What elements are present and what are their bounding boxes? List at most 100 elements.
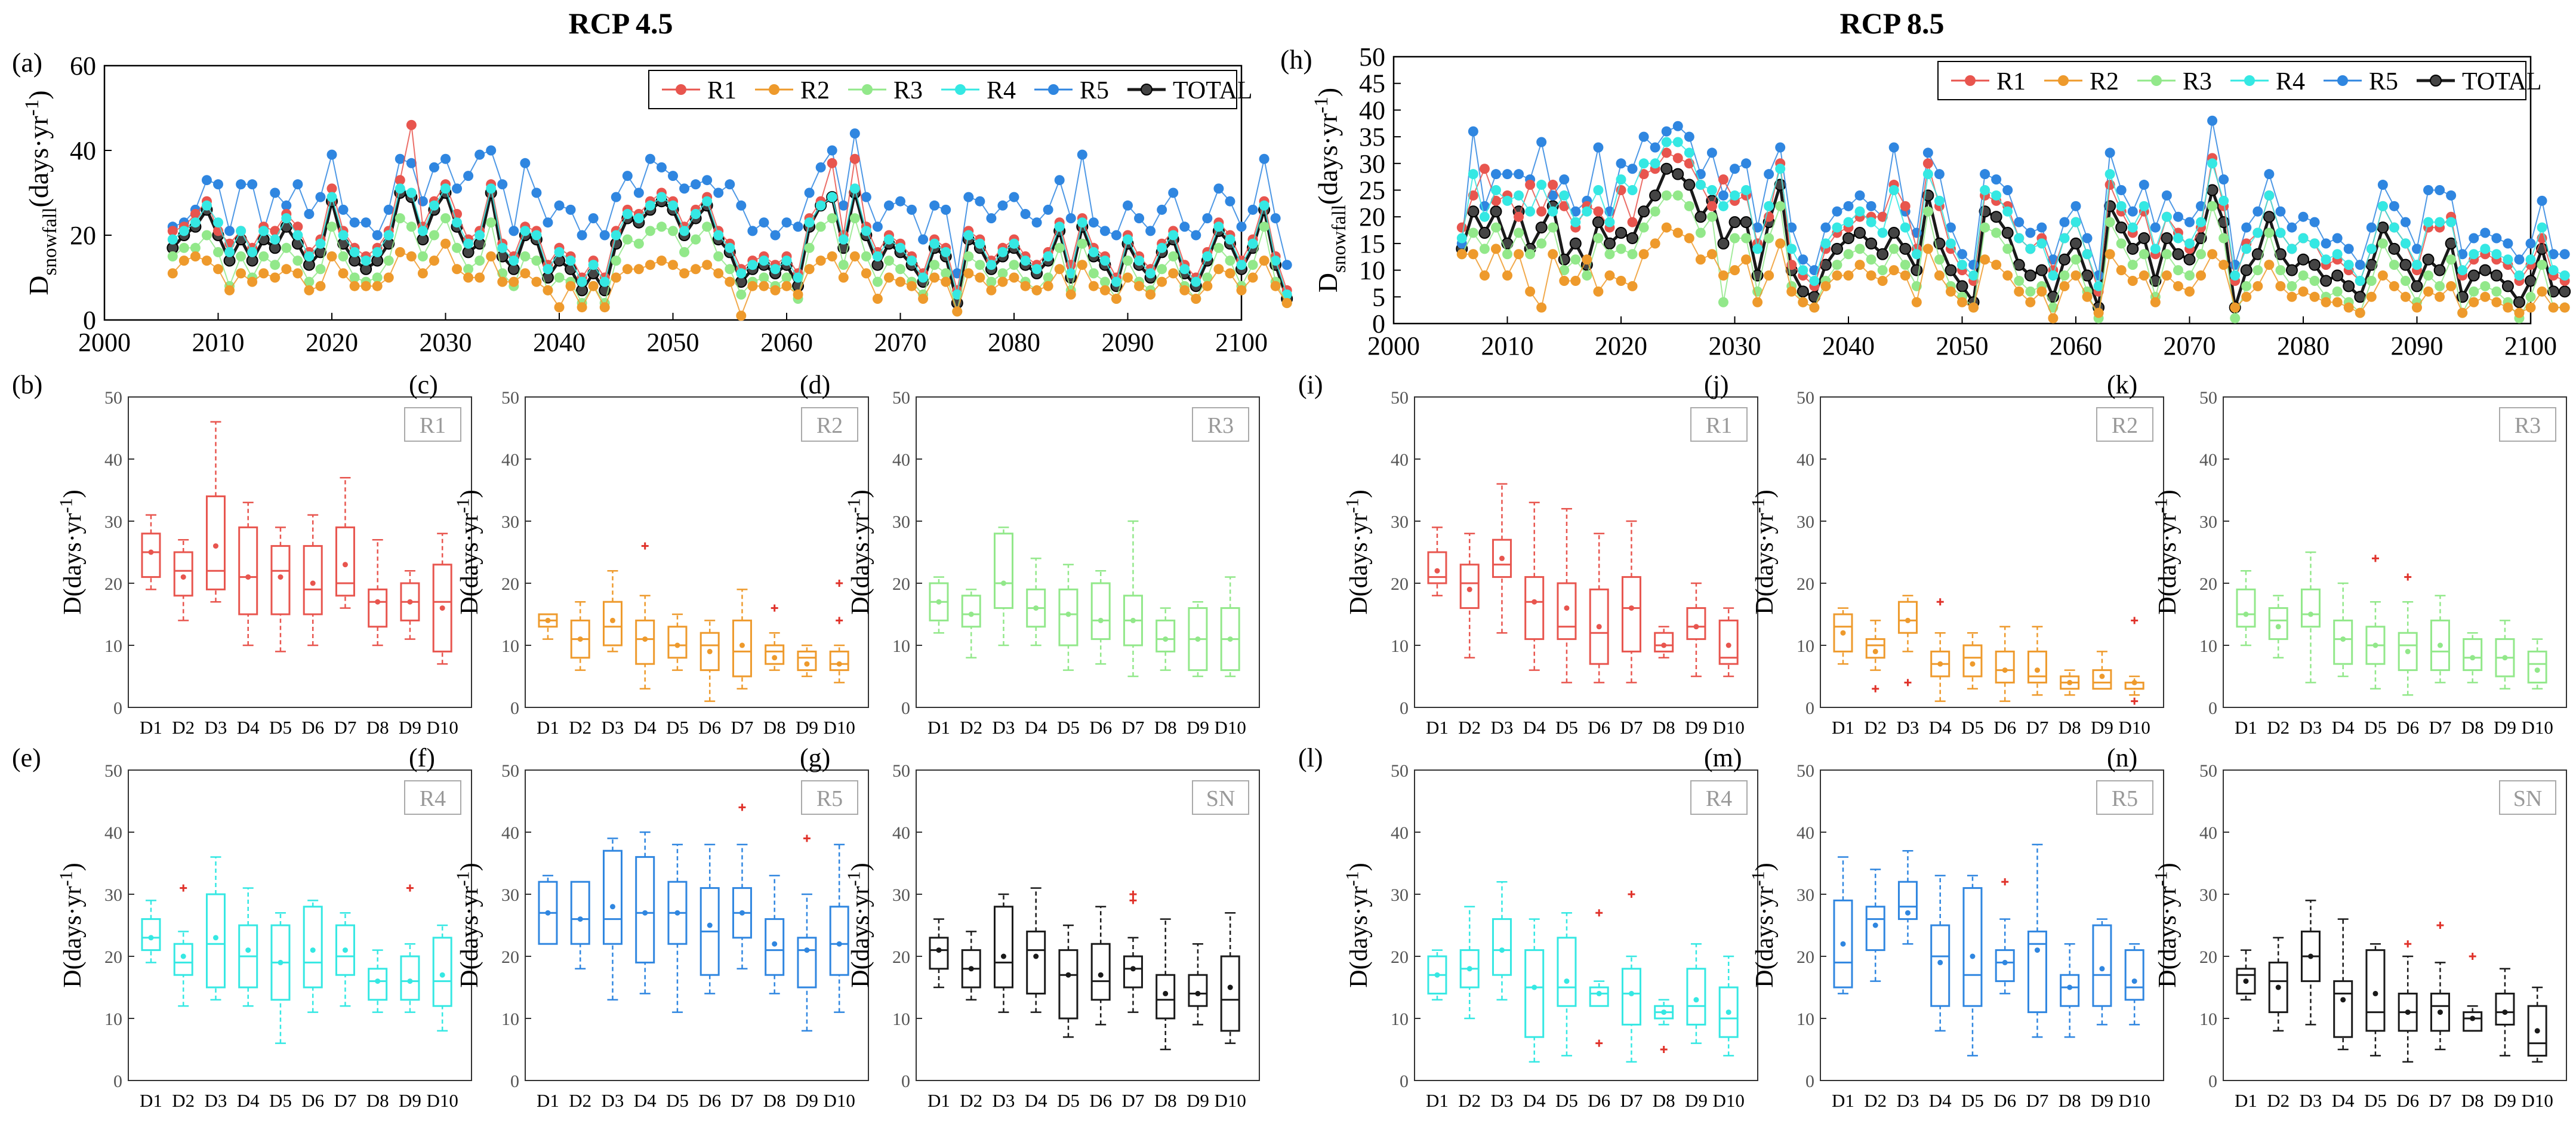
data-point (2139, 201, 2149, 211)
data-point (1468, 227, 1478, 238)
title-rcp45: RCP 4.5 (569, 7, 673, 40)
data-point (645, 260, 655, 270)
data-point (1490, 195, 1501, 206)
mean-marker (245, 947, 251, 953)
x-tick-label: D6 (1089, 717, 1112, 738)
data-point (883, 255, 894, 266)
box-D5 (270, 912, 291, 1044)
y-tick-label: 40 (501, 450, 519, 470)
box-D8 (368, 538, 388, 647)
data-point (929, 260, 940, 270)
data-point (1502, 249, 1512, 260)
data-point (2116, 265, 2127, 276)
data-point (2104, 169, 2115, 180)
data-point (2070, 217, 2081, 227)
data-point (1031, 285, 1042, 295)
box-iqr (961, 595, 981, 628)
box-iqr (1865, 638, 1885, 659)
x-tick-label: 2030 (420, 328, 472, 357)
data-point (2241, 244, 2252, 254)
data-point (1157, 242, 1167, 253)
data-point (1627, 185, 1638, 195)
y-axis-label: D(days·yr-1) (2150, 863, 2181, 987)
x-tick-label: 2090 (2391, 331, 2443, 361)
data-point (656, 192, 667, 202)
data-point (236, 226, 246, 236)
data-point (2025, 244, 2036, 254)
data-point (2412, 302, 2422, 313)
data-point (304, 276, 315, 287)
data-point (2525, 238, 2536, 249)
data-point (2287, 222, 2297, 233)
legend-label: R3 (893, 77, 923, 104)
data-point (1695, 180, 1706, 190)
box-iqr (797, 650, 817, 672)
data-point (1168, 230, 1179, 241)
mean-marker (642, 636, 648, 642)
data-point (2184, 238, 2195, 249)
y-tick-label: 20 (1391, 947, 1409, 967)
data-point (2298, 270, 2309, 281)
x-tick-label: D1 (537, 1090, 559, 1111)
data-point (2082, 233, 2093, 244)
data-point (1980, 222, 1990, 233)
data-point (2491, 233, 2502, 244)
mean-marker (1937, 661, 1943, 667)
x-tick-label: D2 (2267, 717, 2290, 738)
data-point (883, 200, 894, 211)
mean-marker (1098, 972, 1104, 978)
data-point (2287, 291, 2297, 302)
data-point (2036, 238, 2047, 249)
data-point (804, 217, 815, 228)
plot-frame (916, 396, 1260, 708)
mean-marker (407, 599, 413, 605)
data-point (1468, 190, 1478, 201)
data-point (1157, 276, 1167, 287)
outlier (1595, 909, 1603, 917)
box-iqr (993, 906, 1013, 989)
data-point (2196, 249, 2207, 260)
legend-label: TOTAL (1173, 77, 1253, 104)
box-D10 (829, 644, 849, 684)
x-tick-label: D6 (1089, 1090, 1112, 1111)
data-point (213, 217, 223, 228)
data-point (656, 221, 667, 232)
data-point (1661, 222, 1672, 233)
data-point (349, 247, 360, 257)
region-tag-box (1192, 780, 1249, 815)
box-D2 (2268, 595, 2288, 659)
mean-marker (439, 972, 445, 978)
box-D2 (1459, 906, 1480, 1020)
data-point (1616, 158, 1626, 169)
y-tick-label: 25 (1359, 176, 1385, 205)
data-point (1798, 254, 1808, 265)
data-point (1536, 302, 1547, 313)
legend-marker (955, 84, 966, 95)
y-tick-label: 50 (1391, 761, 1409, 781)
y-tick-label: 50 (501, 761, 519, 781)
data-point (315, 281, 326, 291)
data-point (2263, 211, 2275, 223)
data-point (1225, 196, 1235, 207)
data-point (2082, 291, 2093, 302)
y-tick-label: 40 (1797, 823, 1814, 843)
mean-marker (1905, 910, 1911, 916)
region-tag: R5 (816, 786, 843, 811)
data-point (1548, 206, 1558, 217)
data-point (2332, 286, 2343, 297)
box-D1 (141, 900, 161, 963)
x-tick-label: D4 (1523, 1090, 1546, 1111)
data-point (1945, 222, 1956, 233)
data-point (2116, 201, 2127, 211)
box-D2 (1865, 620, 1885, 671)
data-point (1695, 227, 1706, 238)
data-point (1684, 233, 1694, 244)
data-point (372, 281, 383, 291)
data-point (1514, 227, 1524, 238)
box-iqr (2430, 619, 2450, 672)
data-point (565, 204, 576, 215)
data-point (486, 217, 497, 228)
box-iqr (700, 632, 720, 672)
region-tag: R3 (2515, 413, 2541, 438)
x-tick-label: 2040 (1822, 331, 1875, 361)
